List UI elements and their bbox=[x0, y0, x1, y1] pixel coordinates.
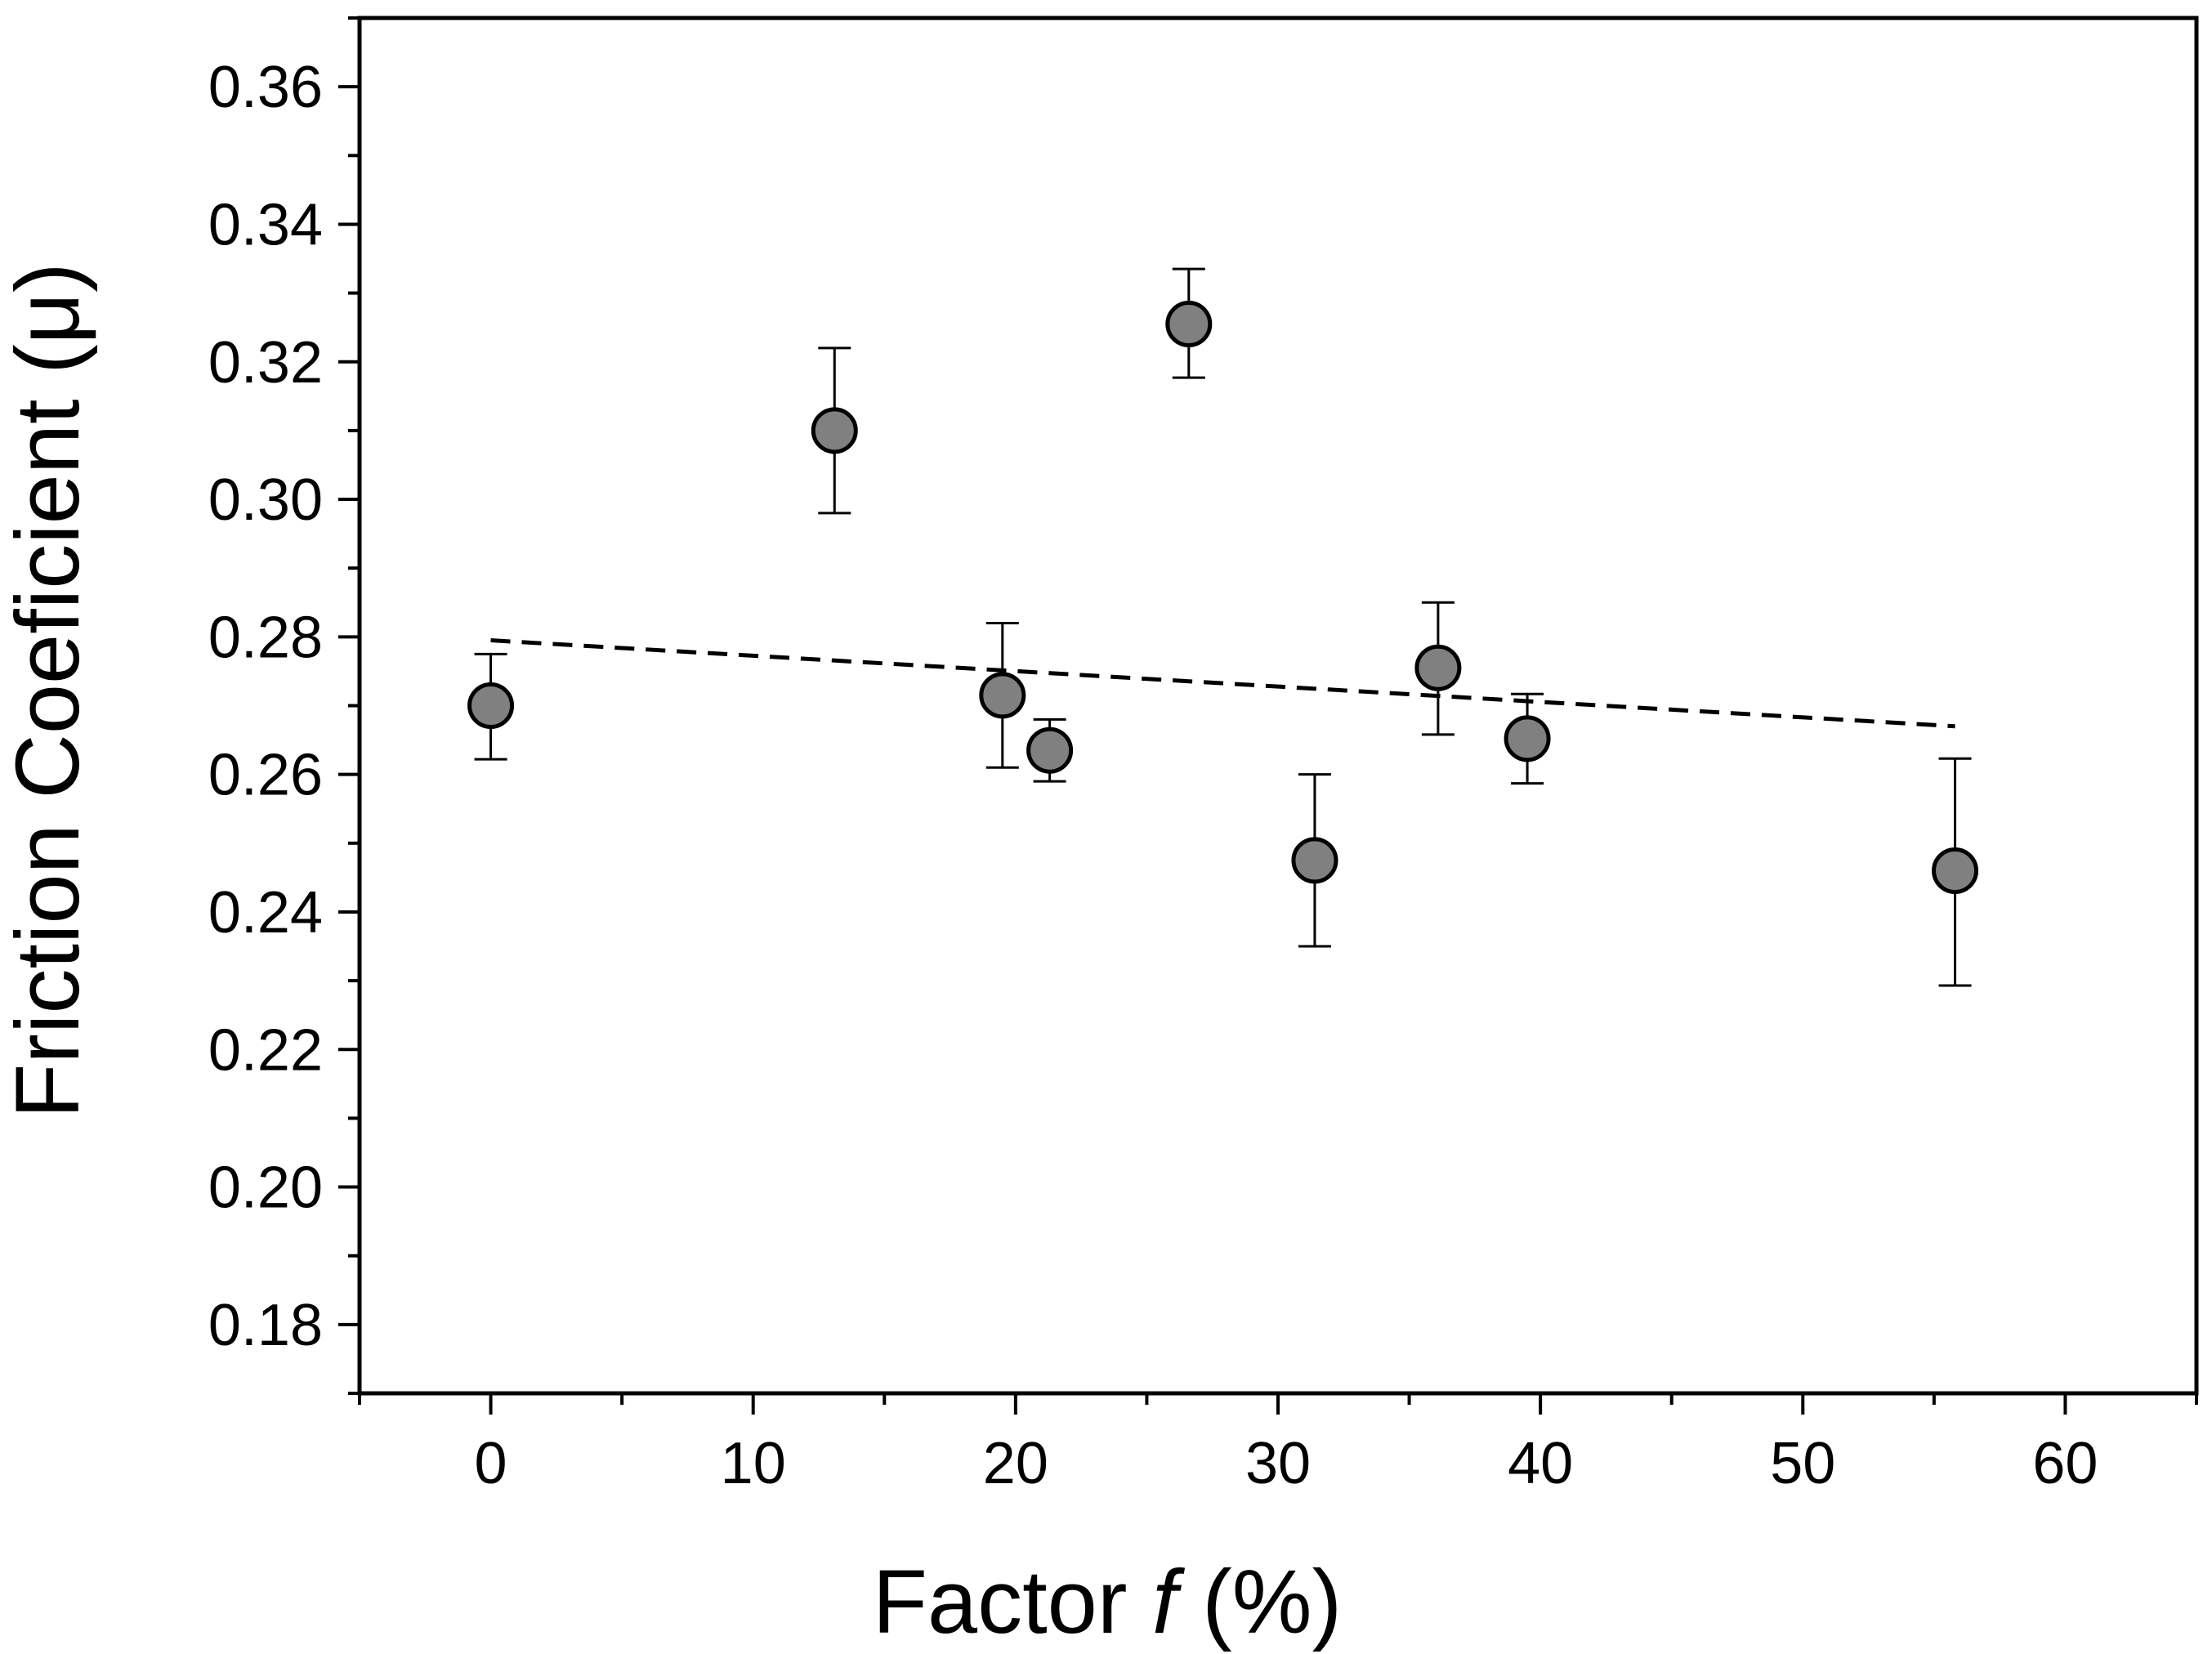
x-axis-title: Factor f (%) bbox=[873, 1552, 1343, 1652]
data-point bbox=[1026, 726, 1074, 774]
y-tick-label: 0.24 bbox=[208, 880, 323, 945]
data-point bbox=[467, 682, 515, 729]
data-point bbox=[1165, 300, 1213, 347]
y-axis-title: Friction Coeficient (μ) bbox=[0, 262, 98, 1119]
fit-line-group bbox=[490, 638, 1955, 729]
x-tick-label: 0 bbox=[475, 1431, 507, 1496]
x-tick-label: 20 bbox=[983, 1431, 1048, 1496]
data-point bbox=[1504, 715, 1551, 762]
x-tick-label: 50 bbox=[1770, 1431, 1835, 1496]
x-tick-label: 60 bbox=[2032, 1431, 2098, 1496]
data-point bbox=[1291, 837, 1338, 884]
x-tick-label: 30 bbox=[1245, 1431, 1311, 1496]
plot-frame bbox=[357, 16, 2199, 1396]
y-tick-label: 0.34 bbox=[208, 192, 323, 257]
data-point bbox=[1414, 644, 1462, 691]
x-axis-title-suffix: (%) bbox=[1177, 1552, 1343, 1652]
y-tick-label: 0.36 bbox=[208, 55, 323, 120]
y-tick-label: 0.32 bbox=[208, 330, 323, 396]
error-bars bbox=[474, 267, 1972, 987]
fit-line bbox=[490, 638, 1955, 729]
y-tick-label: 0.20 bbox=[208, 1156, 323, 1221]
x-axis-title-prefix: Factor bbox=[873, 1552, 1152, 1652]
data-point bbox=[979, 672, 1026, 719]
data-points bbox=[467, 300, 1979, 894]
data-point bbox=[1932, 847, 1979, 894]
x-tick-label: 40 bbox=[1508, 1431, 1573, 1496]
y-tick-label: 0.26 bbox=[208, 743, 323, 808]
x-major-ticks: 0 10 20 30 40 50 60 bbox=[475, 1393, 2098, 1496]
y-tick-label: 0.18 bbox=[208, 1293, 323, 1358]
y-major-ticks: 0.18 0.20 0.22 0.24 0.26 0.28 0.30 0.32 0.34 0.36 bbox=[208, 55, 360, 1358]
y-tick-label: 0.22 bbox=[208, 1017, 323, 1083]
x-tick-label: 10 bbox=[721, 1431, 786, 1496]
y-tick-label: 0.30 bbox=[208, 467, 323, 533]
data-point bbox=[811, 407, 858, 454]
y-tick-label: 0.28 bbox=[208, 605, 323, 670]
